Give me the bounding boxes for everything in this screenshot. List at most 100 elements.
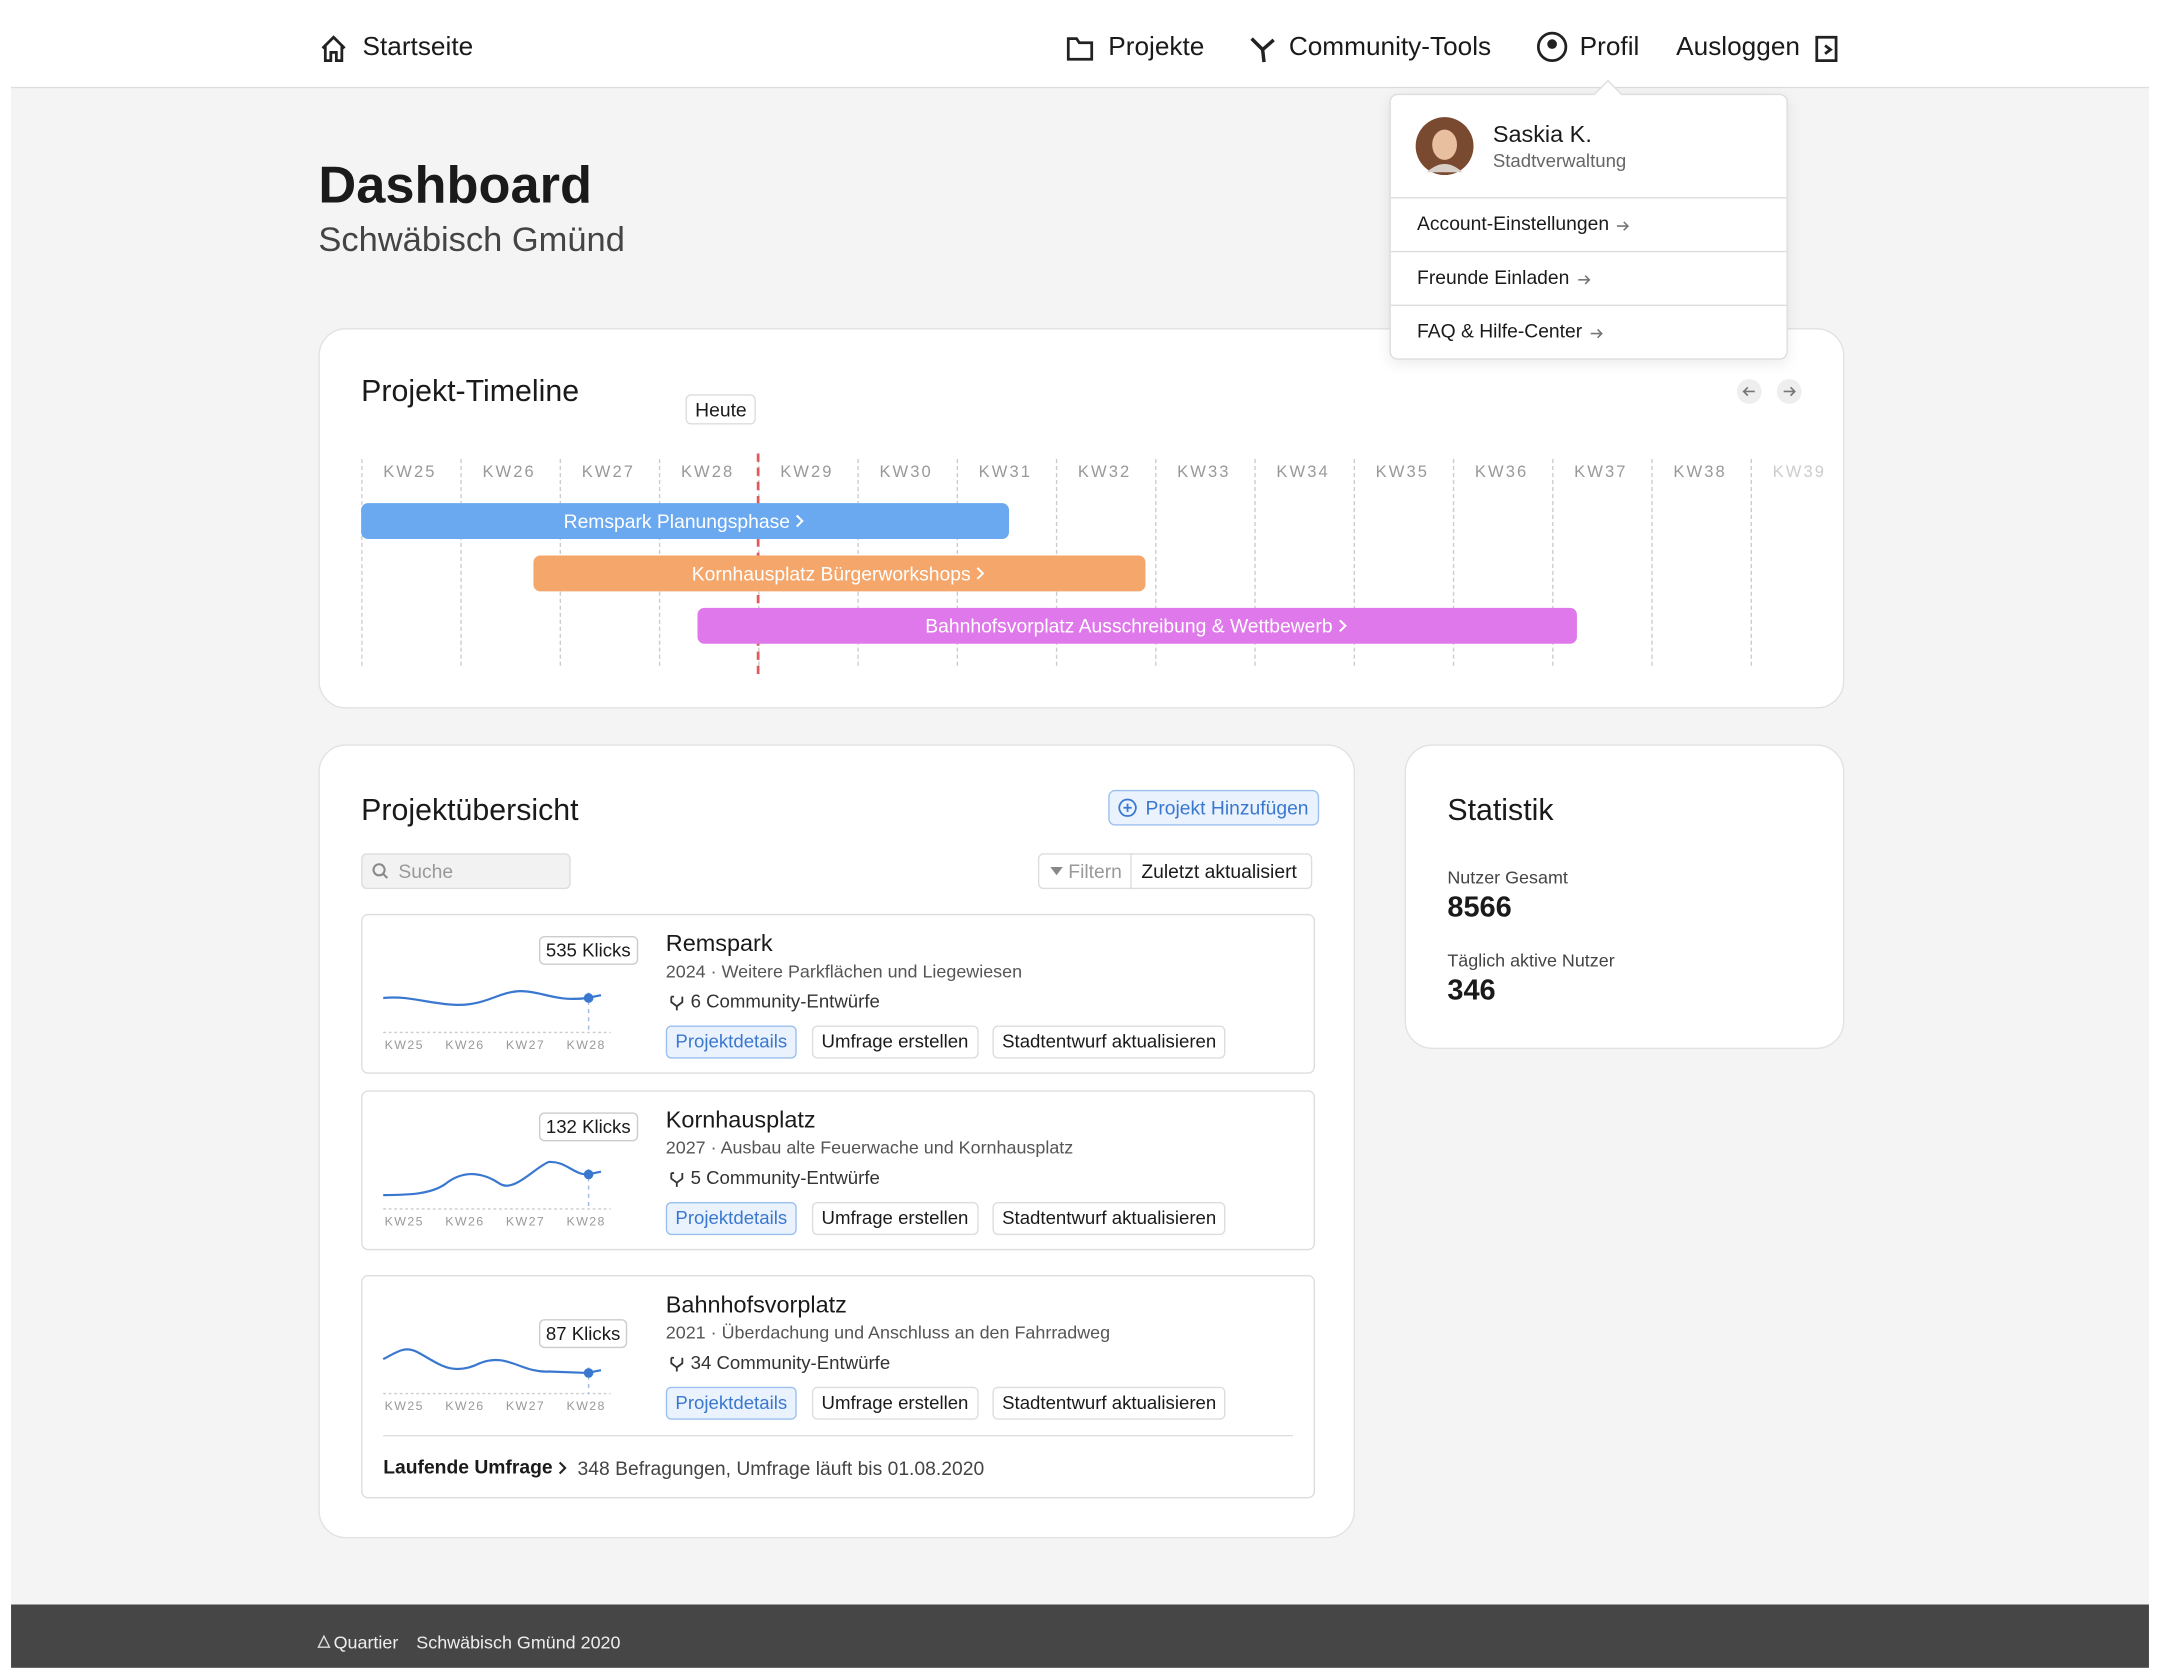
icon bbox=[317, 1634, 331, 1648]
nav-item[interactable]: Community-Tools bbox=[1288, 33, 1492, 63]
frame: Startseite Projekte Community-Tools Profil A… bbox=[11, 11, 2149, 1668]
nav-item[interactable]: Projekte bbox=[1108, 33, 1205, 63]
icon bbox=[372, 863, 389, 879]
week-label: KW30 bbox=[879, 461, 933, 482]
avatar bbox=[1415, 117, 1474, 176]
week-line bbox=[1452, 459, 1455, 666]
nav-bar: Startseite Projekte Community-Tools Profil A… bbox=[11, 11, 2149, 89]
sparkline-week: KW25 bbox=[384, 1214, 424, 1229]
icon bbox=[1536, 31, 1568, 63]
chevron bbox=[1338, 619, 1347, 633]
stats-card: Statistik Nutzer Gesamt 8566 Täglich aktive… bbox=[1404, 744, 1845, 1049]
project-action[interactable]: Stadtentwurf aktualisieren bbox=[992, 1025, 1226, 1059]
chevron bbox=[796, 514, 804, 528]
project-card: KW25 KW26 KW27 KW28 132 Klicks Kornhausplatz 2… bbox=[361, 1090, 1316, 1251]
timeline-card: Projekt-Timeline KW25 KW26 KW27 KW28 KW29 KW30… bbox=[318, 328, 1845, 709]
sparkline-line bbox=[383, 1160, 602, 1197]
project-action[interactable]: Projektdetails bbox=[665, 1025, 797, 1059]
sparkline-dot bbox=[583, 1169, 594, 1180]
week-label: KW33 bbox=[1177, 461, 1231, 482]
dropdown-divider bbox=[1390, 304, 1787, 307]
add-project-button[interactable]: Projekt Hinzufügen bbox=[1108, 789, 1320, 826]
stat-value: 346 bbox=[1447, 974, 1496, 1007]
week-line bbox=[1651, 459, 1653, 666]
week-label: KW37 bbox=[1574, 461, 1628, 482]
week-label: KW28 bbox=[680, 461, 735, 482]
project-action[interactable]: Projektdetails bbox=[665, 1386, 797, 1420]
timeline-nav-button[interactable] bbox=[1776, 379, 1802, 404]
chevron bbox=[558, 1461, 567, 1475]
project-action[interactable]: Stadtentwurf aktualisieren bbox=[992, 1201, 1226, 1236]
sparkline-week: KW27 bbox=[505, 1037, 546, 1052]
page-title: Dashboard bbox=[318, 157, 593, 216]
filter-button[interactable]: Filtern bbox=[1037, 853, 1133, 890]
footer: Quartier Schwäbisch Gmünd 2020 bbox=[11, 1604, 2149, 1668]
project-info: 2021 · Überdachung und Anschluss an den … bbox=[665, 1321, 1111, 1343]
clicks-label: 132 Klicks bbox=[538, 1112, 638, 1142]
plus-icon bbox=[1118, 798, 1137, 817]
dropdown-link[interactable]: Account-Einstellungen bbox=[1417, 212, 1610, 235]
icon bbox=[670, 1172, 684, 1187]
avatar-body bbox=[1426, 164, 1463, 173]
tools-icon bbox=[1250, 37, 1275, 63]
week-line bbox=[460, 459, 462, 666]
arrow bbox=[1616, 221, 1630, 231]
week-label: KW25 bbox=[383, 461, 437, 482]
arrow bbox=[1590, 328, 1603, 339]
timeline-bar-label: Remspark Planungsphase bbox=[563, 510, 790, 533]
dropdown-divider bbox=[1390, 250, 1787, 253]
sparkline-week: KW28 bbox=[566, 1399, 606, 1413]
today-label: Heute bbox=[685, 394, 757, 425]
chevron-icon bbox=[558, 1461, 567, 1475]
search-input[interactable]: Suche bbox=[361, 853, 571, 890]
nav-item[interactable]: Ausloggen bbox=[1676, 33, 1800, 63]
project-action[interactable]: Umfrage erstellen bbox=[811, 1201, 979, 1236]
clicks-label: 535 Klicks bbox=[538, 935, 638, 965]
sparkline-week: KW27 bbox=[505, 1399, 546, 1413]
nav-item[interactable]: Profil bbox=[1579, 33, 1640, 63]
arrow-icon bbox=[1578, 275, 1591, 285]
arrow-icon bbox=[1742, 386, 1755, 397]
sparkline-dot bbox=[583, 1368, 594, 1378]
project-name: Remspark bbox=[665, 930, 773, 957]
project-action[interactable]: Umfrage erstellen bbox=[811, 1025, 979, 1059]
timeline-title: Projekt-Timeline bbox=[361, 373, 580, 409]
week-line bbox=[361, 459, 363, 666]
timeline-bar-label: Bahnhofsvorplatz Ausschreibung & Wettbew… bbox=[925, 614, 1333, 637]
sparkline-week: KW25 bbox=[384, 1399, 424, 1413]
projects-card: Projektübersicht Projekt Hinzufügen Suche F… bbox=[318, 744, 1355, 1539]
week-label: KW38 bbox=[1673, 461, 1727, 482]
sparkline-line bbox=[383, 989, 602, 1006]
stat-label: Nutzer Gesamt bbox=[1447, 867, 1568, 888]
nav-home[interactable]: Startseite bbox=[362, 33, 474, 63]
folder-icon bbox=[1066, 37, 1094, 61]
icon bbox=[1066, 37, 1094, 61]
survey-link[interactable]: Laufende Umfrage bbox=[383, 1455, 553, 1478]
dropdown-link[interactable]: FAQ & Hilfe-Center bbox=[1417, 319, 1583, 342]
sparkline-week: KW26 bbox=[445, 1399, 485, 1413]
filter-icon bbox=[1050, 867, 1063, 876]
sparkline-week: KW25 bbox=[384, 1037, 424, 1052]
sparkline-line bbox=[382, 1348, 602, 1375]
timeline-bar[interactable]: Kornhausplatz Bürgerworkshops bbox=[533, 555, 1146, 592]
drafts-icon bbox=[670, 995, 684, 1011]
week-label: KW34 bbox=[1276, 461, 1330, 482]
week-label: KW29 bbox=[780, 461, 834, 482]
sort-button[interactable]: Zuletzt aktualisiert bbox=[1130, 853, 1313, 890]
project-action[interactable]: Projektdetails bbox=[665, 1201, 797, 1236]
week-line bbox=[1750, 459, 1752, 666]
sparkline-dot bbox=[583, 993, 594, 1003]
timeline-bar[interactable]: Remspark Planungsphase bbox=[361, 503, 1010, 539]
timeline-nav-button[interactable] bbox=[1736, 379, 1762, 404]
project-info: 2027 · Ausbau alte Feuerwache und Kornha… bbox=[665, 1137, 1074, 1158]
sparkline bbox=[382, 1348, 611, 1395]
sparkline-week: KW27 bbox=[505, 1214, 546, 1229]
arrow-icon bbox=[1616, 221, 1630, 231]
footer-brand: Quartier bbox=[333, 1632, 399, 1653]
timeline-bar[interactable]: Bahnhofsvorplatz Ausschreibung & Wettbew… bbox=[697, 607, 1577, 644]
dropdown-link[interactable]: Freunde Einladen bbox=[1417, 266, 1570, 289]
project-action[interactable]: Stadtentwurf aktualisieren bbox=[992, 1386, 1226, 1420]
profile-dropdown: Saskia K. Stadtverwaltung Account-Einstell… bbox=[1389, 79, 1788, 360]
project-action[interactable]: Umfrage erstellen bbox=[811, 1386, 979, 1420]
